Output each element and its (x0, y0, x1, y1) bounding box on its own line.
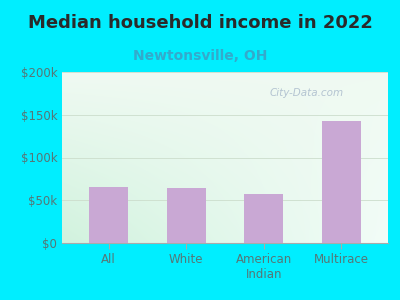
Bar (89, 188, 128, 243)
Text: City-Data.com: City-Data.com (270, 88, 344, 98)
Bar (322, 121, 361, 243)
Bar (244, 194, 283, 243)
Text: Newtonsville, OH: Newtonsville, OH (133, 50, 267, 64)
Text: Median household income in 2022: Median household income in 2022 (28, 14, 372, 32)
Bar (167, 188, 206, 243)
